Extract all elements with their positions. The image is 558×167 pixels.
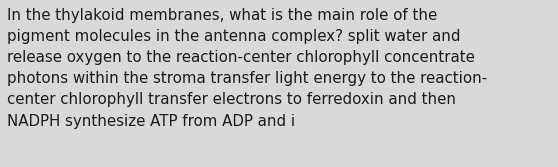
Text: In the thylakoid membranes, what is the main role of the
pigment molecules in th: In the thylakoid membranes, what is the …: [7, 8, 488, 129]
